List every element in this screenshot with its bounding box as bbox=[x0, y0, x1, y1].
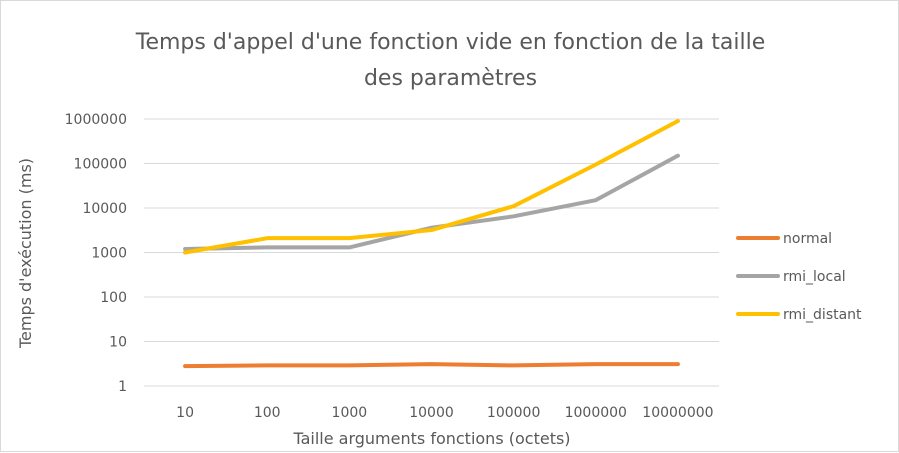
y-axis-tick-labels: 1 10 100 1000 10000 100000 1000000 bbox=[65, 112, 127, 395]
series-line-rmi-local bbox=[183, 153, 680, 251]
y-axis-tick-label: 1000 bbox=[91, 246, 127, 262]
x-axis-tick-labels: 10 100 1000 10000 100000 1000000 10000000 bbox=[176, 405, 713, 421]
x-axis-tick-label: 10000 bbox=[409, 405, 454, 421]
legend-label-rmi-local: rmi_local bbox=[783, 269, 846, 285]
x-axis-tick-label: 100 bbox=[254, 405, 281, 421]
x-axis-tick-label: 10000000 bbox=[642, 405, 713, 421]
x-axis-tick-label: 1000000 bbox=[565, 405, 627, 421]
series-line-rmi-distant bbox=[183, 119, 680, 255]
chart-title-line-1: Temps d'appel d'une fonction vide en fon… bbox=[135, 30, 766, 55]
legend-label-normal: normal bbox=[783, 231, 832, 247]
series-lines bbox=[183, 119, 680, 369]
legend-label-rmi-distant: rmi_distant bbox=[783, 307, 862, 323]
chart-title-line-2: des paramètres bbox=[363, 66, 538, 91]
y-axis-tick-label: 100 bbox=[100, 290, 127, 306]
y-axis-label: Temps d'exécution (ms) bbox=[16, 158, 35, 349]
x-axis-tick-label: 100000 bbox=[487, 405, 540, 421]
x-axis-tick-label: 1000 bbox=[332, 405, 368, 421]
y-axis-tick-label: 100000 bbox=[74, 157, 127, 173]
y-axis-tick-label: 10000 bbox=[82, 201, 127, 217]
x-axis-tick-label: 10 bbox=[176, 405, 194, 421]
gridlines bbox=[144, 118, 719, 387]
y-axis-tick-label: 1000000 bbox=[65, 112, 127, 128]
legend: normal rmi_local rmi_distant bbox=[736, 231, 862, 323]
chart-title: Temps d'appel d'une fonction vide en fon… bbox=[1, 25, 899, 97]
y-axis-tick-label: 10 bbox=[109, 335, 127, 351]
series-line-normal bbox=[183, 362, 680, 369]
x-axis-label: Taille arguments fonctions (octets) bbox=[292, 429, 570, 448]
y-axis-tick-label: 1 bbox=[118, 379, 127, 395]
